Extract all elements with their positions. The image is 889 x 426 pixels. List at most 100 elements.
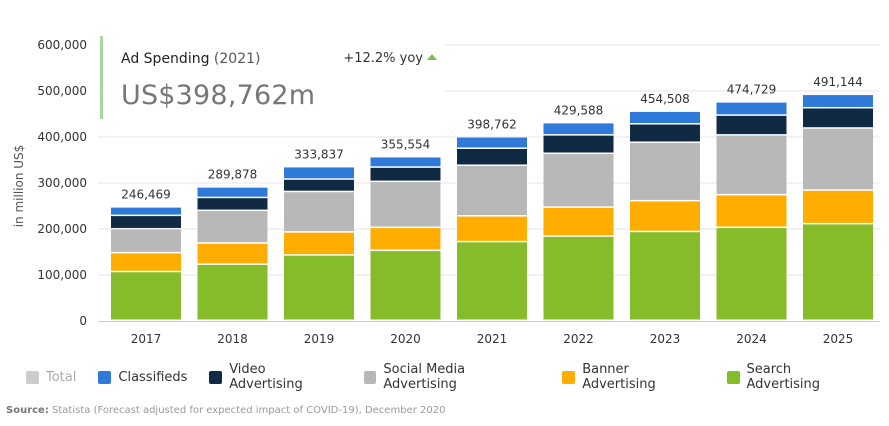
trend-up-icon [427,54,437,60]
y-tick-label: 600,000 [37,38,87,52]
bar-segment[interactable] [630,232,700,320]
bars [111,95,873,320]
bar-segment[interactable] [630,201,700,231]
y-axis-label: in million US$ [12,145,26,228]
total-label: 398,762 [467,118,517,132]
bar-segment[interactable] [716,135,787,194]
legend-swatch [562,370,576,384]
bar-segment[interactable] [370,182,441,227]
legend-item[interactable]: Social Media Advertising [363,362,541,392]
x-tick-label: 2017 [131,332,162,346]
x-tick-label: 2018 [217,332,248,346]
kpi-yoy: +12.2% yoy [343,51,437,66]
kpi-value: US$398,762m [121,80,316,111]
legend-swatch [209,370,223,384]
total-label: 429,588 [554,103,604,117]
bar-segment[interactable] [197,198,268,210]
source-label: Source: [6,405,49,416]
bar-segment[interactable] [111,229,181,252]
kpi-title-text: Ad Spending [121,51,210,67]
y-tick-label: 500,000 [37,84,87,98]
bar-segment[interactable] [716,115,787,135]
bar-segment[interactable] [197,187,268,197]
bar-segment[interactable] [457,165,527,216]
total-label: 355,554 [381,137,431,151]
bar-segment[interactable] [803,108,873,128]
bar-segment[interactable] [630,124,700,142]
bar-segment[interactable] [543,236,614,320]
legend-swatch [98,370,112,384]
y-tick-label: 100,000 [37,268,87,282]
x-tick-label: 2025 [823,332,854,346]
y-tick-label: 400,000 [37,130,87,144]
bar-segment[interactable] [197,211,268,243]
legend-swatch [26,370,39,384]
bar-segment[interactable] [111,253,181,271]
total-label: 491,144 [813,75,863,89]
bar-segment[interactable] [197,264,268,320]
bar-segment[interactable] [457,242,527,320]
legend-label: Social Media Advertising [383,362,466,392]
bar-segment[interactable] [111,207,181,215]
bar-segment[interactable] [543,207,614,236]
kpi-card: Ad Spending (2021) +12.2% yoy US$398,762… [100,36,445,119]
total-label: 246,469 [121,188,171,202]
bar-segment[interactable] [803,95,873,107]
bar-segment[interactable] [457,216,527,241]
kpi-year: (2021) [213,51,261,67]
bar-segment[interactable] [716,228,787,320]
bar-segment[interactable] [630,111,700,124]
x-tick-label: 2023 [650,332,681,346]
x-tick-label: 2021 [477,332,508,346]
legend-item[interactable]: Total [26,370,76,385]
bar-segment[interactable] [803,224,873,320]
bar-segment[interactable] [111,216,181,228]
bar-segment[interactable] [457,148,527,165]
bar-segment[interactable] [803,190,873,223]
x-tick-label: 2022 [563,332,594,346]
source-note: Source: Statista (Forecast adjusted for … [6,405,445,416]
x-axis: 2017 2018 2019 2020 2021 2022 2023 2024 2025 [131,332,854,346]
bar-segment[interactable] [284,255,354,320]
kpi-title: Ad Spending (2021) [121,51,260,67]
bar-segment[interactable] [370,251,441,320]
legend-swatch [363,370,377,384]
bar-segment[interactable] [543,123,614,135]
bar-segment[interactable] [370,228,441,250]
x-tick-label: 2024 [736,332,767,346]
x-tick-label: 2020 [390,332,421,346]
bar-segment[interactable] [284,179,354,191]
bar-segment[interactable] [803,128,873,190]
legend-item[interactable]: Classifieds [98,370,187,385]
legend-item[interactable]: Banner Advertising [562,362,704,392]
legend-swatch [726,370,740,384]
bar-segment[interactable] [284,232,354,255]
y-tick-label: 0 [79,314,87,328]
legend: Total Classifieds Video Advertising Social … [26,362,889,392]
y-tick-label: 200,000 [37,222,87,236]
bar-segment[interactable] [370,167,441,181]
legend-item[interactable]: Video Advertising [209,362,341,392]
bar-segment[interactable] [284,167,354,179]
legend-label: Total [46,369,77,385]
bar-segment[interactable] [543,135,614,153]
bar-segment[interactable] [630,142,700,200]
total-label: 454,508 [640,92,690,106]
bar-segment[interactable] [370,157,441,167]
total-label: 289,878 [208,168,258,182]
legend-label: Banner Advertising [582,362,656,392]
kpi-yoy-text: +12.2% yoy [343,51,423,66]
bar-segment[interactable] [457,137,527,148]
legend-label: Classifieds [118,369,188,385]
x-tick-label: 2019 [304,332,335,346]
total-label: 333,837 [294,147,344,161]
bar-segment[interactable] [284,192,354,232]
bar-segment[interactable] [716,102,787,115]
bar-segment[interactable] [543,154,614,207]
bar-segment[interactable] [197,243,268,264]
legend-item[interactable]: Search Advertising [726,362,867,392]
bar-segment[interactable] [111,272,181,320]
total-labels: 246,469 289,878 333,837 355,554 398,762 429,5… [121,75,863,202]
legend-label: Search Advertising [746,362,821,392]
bar-segment[interactable] [716,195,787,227]
